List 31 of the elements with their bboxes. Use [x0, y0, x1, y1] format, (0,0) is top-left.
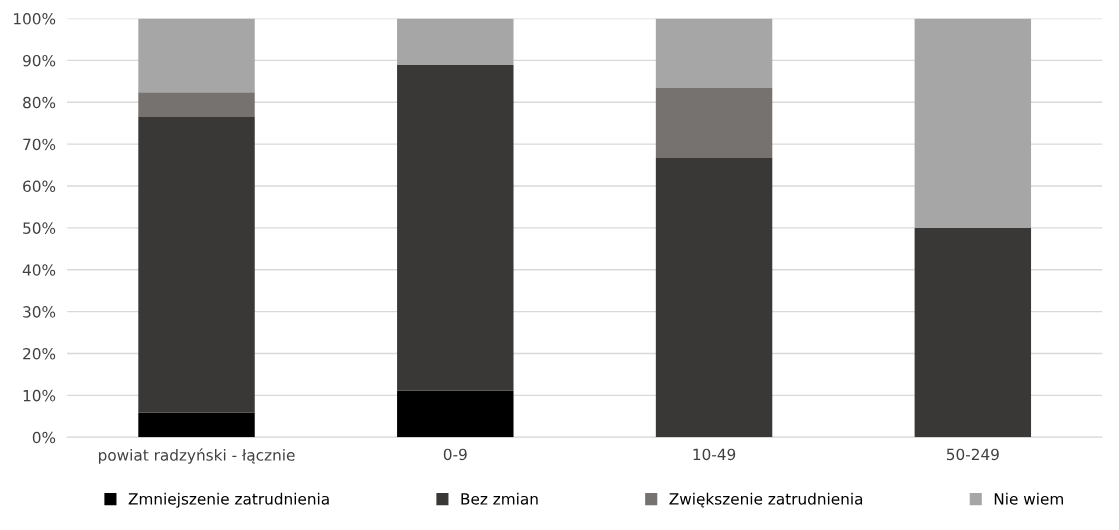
x-tick-label: powiat radzyński - łącznie [99, 448, 295, 464]
x-tick-label: 10-49 [693, 448, 736, 461]
bar [914, 227, 1032, 438]
bar [138, 412, 255, 438]
bar [914, 18, 1032, 228]
bar [138, 116, 255, 413]
y-tick-label: 40% [22, 264, 56, 276]
y-tick-label: 20% [23, 347, 56, 360]
bar [138, 92, 255, 117]
legend-label: Bez zmian [461, 492, 538, 505]
bar [138, 18, 255, 93]
bar [397, 18, 514, 66]
y-tick-label: 80% [23, 96, 56, 109]
x-tick-label: 0-9 [443, 448, 467, 461]
bar [655, 88, 773, 158]
bar [397, 390, 514, 438]
bar [655, 18, 773, 89]
y-tick-label: 10% [23, 389, 56, 402]
bar [655, 157, 773, 438]
y-tick-label: 90% [23, 54, 56, 67]
y-tick-label: 60% [23, 180, 56, 193]
bar [397, 65, 514, 391]
legend-label: Zwiększenie zatrudnienia [669, 492, 863, 508]
legend-label: Nie wiem [994, 492, 1063, 505]
y-tick-label: 30% [23, 306, 56, 318]
y-tick-label: 100% [14, 13, 56, 25]
y-tick-label: 0% [32, 431, 56, 444]
x-tick-label: 50-249 [946, 448, 999, 461]
y-tick-label: 50% [23, 222, 56, 234]
legend-label: Zmniejszenie zatrudnienia [128, 492, 329, 508]
y-tick-label: 70% [23, 138, 56, 151]
